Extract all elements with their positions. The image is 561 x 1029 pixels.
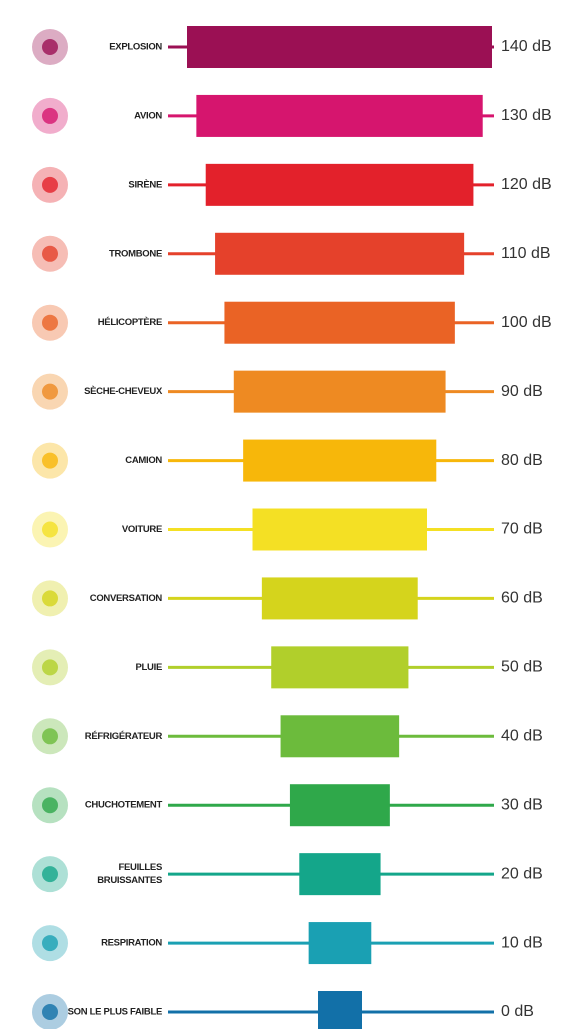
level-label: 90 dB [501, 383, 543, 400]
sound-label: SÈCHE-CHEVEUX [84, 386, 163, 397]
sound-label: HÉLICOPTÈRE [98, 317, 162, 328]
sound-label: SIRÈNE [128, 179, 162, 190]
sound-label: SON LE PLUS FAIBLE [68, 1007, 162, 1018]
level-bar [243, 440, 436, 482]
level-label: 110 dB [501, 245, 551, 262]
level-label: 50 dB [501, 659, 543, 676]
level-bar [206, 164, 474, 206]
level-bar [253, 509, 428, 551]
noise-scale: EXPLOSION 140 dB AVION 130 dB SIRÈNE 120 dB TR… [0, 0, 561, 1029]
icon-core [42, 935, 58, 951]
level-label: 0 dB [501, 1003, 534, 1020]
level-label: 70 dB [501, 521, 543, 538]
icon-core [42, 522, 58, 538]
level-bar [196, 95, 482, 137]
icon-core [42, 453, 58, 469]
icon-core [42, 590, 58, 606]
level-bar [234, 371, 446, 413]
level-bar [290, 784, 390, 826]
sound-label: CONVERSATION [90, 593, 163, 604]
level-label: 140 dB [501, 38, 552, 55]
sound-label: BRUISSANTES [97, 875, 162, 886]
level-bar [299, 853, 380, 895]
icon-core [42, 659, 58, 675]
level-label: 100 dB [501, 314, 552, 331]
sound-label: AVION [134, 110, 162, 121]
level-bar [215, 233, 464, 275]
sound-label: RÉFRIGÉRATEUR [85, 731, 163, 742]
sound-label: VOITURE [122, 524, 162, 535]
sound-label: CAMION [125, 455, 162, 466]
level-label: 30 dB [501, 796, 543, 813]
icon-core [42, 384, 58, 400]
icon-core [42, 315, 58, 331]
icon-core [42, 246, 58, 262]
level-bar [318, 991, 362, 1029]
level-label: 120 dB [501, 176, 552, 193]
icon-core [42, 797, 58, 813]
sound-label: EXPLOSION [109, 42, 162, 53]
level-label: 60 dB [501, 590, 543, 607]
level-label: 10 dB [501, 934, 543, 951]
icon-core [42, 1004, 58, 1020]
icon-core [42, 177, 58, 193]
level-bar [281, 715, 400, 757]
sound-label: RESPIRATION [101, 938, 162, 949]
icon-core [42, 728, 58, 744]
level-label: 20 dB [501, 865, 543, 882]
level-label: 80 dB [501, 452, 543, 469]
sound-label: TROMBONE [109, 248, 162, 259]
icon-core [42, 866, 58, 882]
sound-label: PLUIE [136, 662, 162, 673]
level-bar [309, 922, 372, 964]
level-label: 130 dB [501, 107, 552, 124]
sound-label: FEUILLES [118, 862, 162, 873]
level-label: 40 dB [501, 728, 543, 745]
icon-core [42, 108, 58, 124]
sound-label: CHUCHOTEMENT [85, 800, 163, 811]
level-bar [271, 646, 408, 688]
icon-core [42, 39, 58, 55]
level-bar [187, 26, 492, 68]
level-bar [262, 577, 418, 619]
level-bar [224, 302, 454, 344]
